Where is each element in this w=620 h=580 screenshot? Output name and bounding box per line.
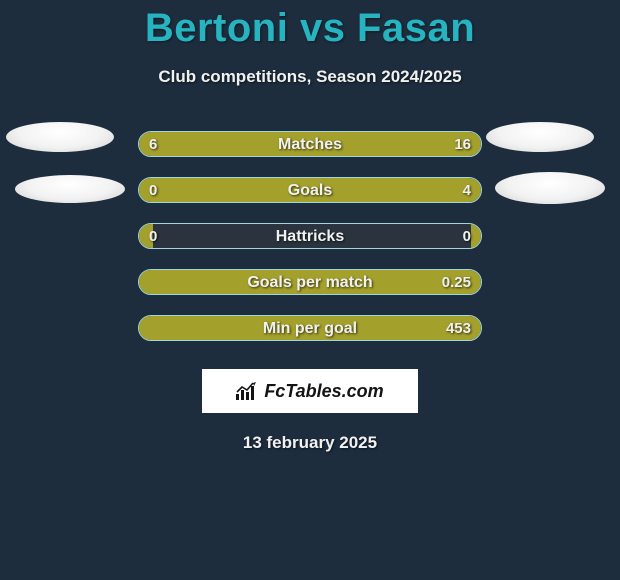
stat-row: Goals per match0.25 bbox=[0, 263, 620, 309]
stats-container: Matches616Goals04Hattricks00Goals per ma… bbox=[0, 125, 620, 355]
logo-label: FcTables.com bbox=[264, 381, 383, 402]
stat-row: Hattricks0 0 bbox=[0, 217, 620, 263]
stat-value-left: 6 bbox=[149, 132, 157, 157]
stat-bar: Min per goal453 bbox=[138, 315, 482, 341]
stat-value-right: 0.25 bbox=[442, 270, 471, 295]
subtitle: Club competitions, Season 2024/2025 bbox=[0, 67, 620, 87]
chart-icon bbox=[236, 382, 258, 400]
stat-row: Goals0 4 bbox=[0, 171, 620, 217]
stat-value-left: 0 bbox=[149, 224, 157, 249]
stat-row: Min per goal453 bbox=[0, 309, 620, 355]
stat-label: Hattricks bbox=[139, 224, 481, 249]
stat-value-right: 0 bbox=[463, 224, 471, 249]
stat-bar: Matches6 16 bbox=[138, 131, 482, 157]
stat-label: Goals per match bbox=[139, 270, 481, 295]
page-title: Bertoni vs Fasan bbox=[0, 0, 620, 51]
logo-text: FcTables.com bbox=[236, 381, 383, 402]
stat-value-left: 0 bbox=[149, 178, 157, 203]
stat-bar: Goals0 4 bbox=[138, 177, 482, 203]
stat-bar: Hattricks0 0 bbox=[138, 223, 482, 249]
stat-label: Matches bbox=[139, 132, 481, 157]
stat-value-right: 4 bbox=[463, 178, 471, 203]
stat-value-right: 453 bbox=[446, 316, 471, 341]
date-line: 13 february 2025 bbox=[0, 433, 620, 453]
stat-row: Matches6 16 bbox=[0, 125, 620, 171]
stat-value-right: 16 bbox=[454, 132, 471, 157]
stat-bar: Goals per match0.25 bbox=[138, 269, 482, 295]
stat-label: Goals bbox=[139, 178, 481, 203]
stat-label: Min per goal bbox=[139, 316, 481, 341]
logo-box[interactable]: FcTables.com bbox=[202, 369, 418, 413]
